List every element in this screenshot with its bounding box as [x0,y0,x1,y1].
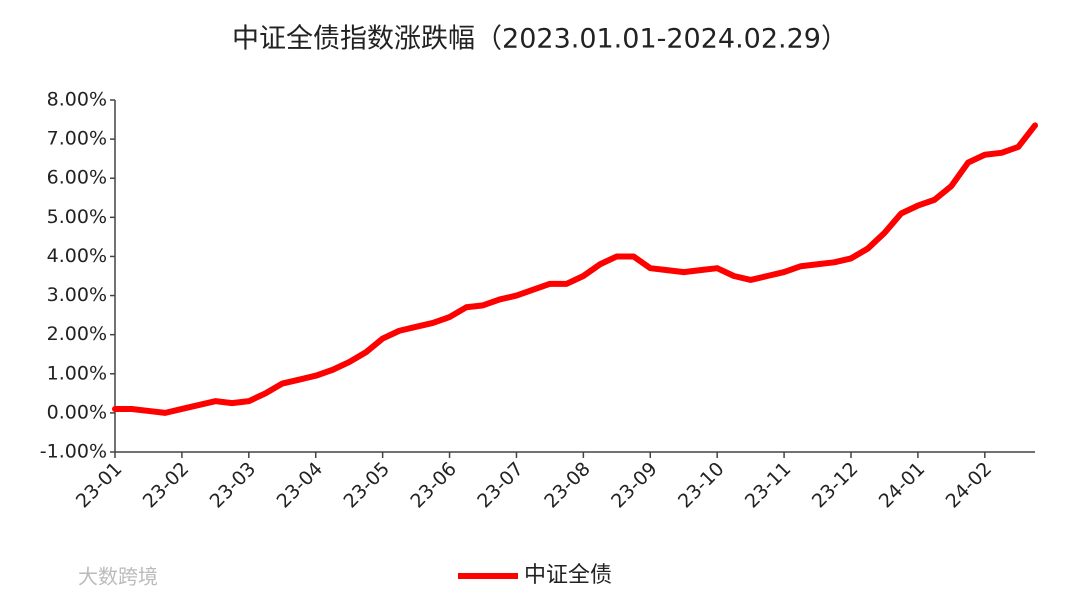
legend-label: 中证全债 [524,563,612,588]
y-tick-label: 8.00% [47,89,107,111]
x-tick-label: 23-03 [206,458,261,513]
line [112,122,1038,416]
x-tick-label: 23-06 [406,458,461,513]
x-tick-label: 23-05 [339,458,394,513]
x-tick-label: 23-09 [607,458,662,513]
watermark: 大数跨境 [78,565,158,589]
y-tick-label: 2.00% [47,323,107,345]
x-tick-label: 24-01 [875,458,930,513]
y-tick-label: 1.00% [47,362,107,384]
x-tick-label: 23-04 [273,458,328,513]
x-tick-label: 24-02 [942,458,997,513]
x-tick-label: 23-08 [540,458,595,513]
y-tick-label: 6.00% [47,167,107,189]
x-tick-label: 23-07 [473,458,528,513]
x-tick-label: 23-01 [72,458,127,513]
y-tick-label: 0.00% [47,401,107,423]
x-tick-label: 23-10 [674,458,729,513]
y-tick-label: 3.00% [47,284,107,306]
chart-title: 中证全债指数涨跌幅（2023.01.01-2024.02.29） [232,24,848,55]
y-tick-label: 4.00% [47,245,107,267]
x-tick-label: 23-11 [741,458,796,513]
y-tick-label: -1.00% [40,441,107,463]
y-tick-label: 7.00% [47,128,107,150]
y-tick-label: 5.00% [47,206,107,228]
x-tick-label: 23-02 [139,458,194,513]
x-tick-label: 23-12 [808,458,863,513]
